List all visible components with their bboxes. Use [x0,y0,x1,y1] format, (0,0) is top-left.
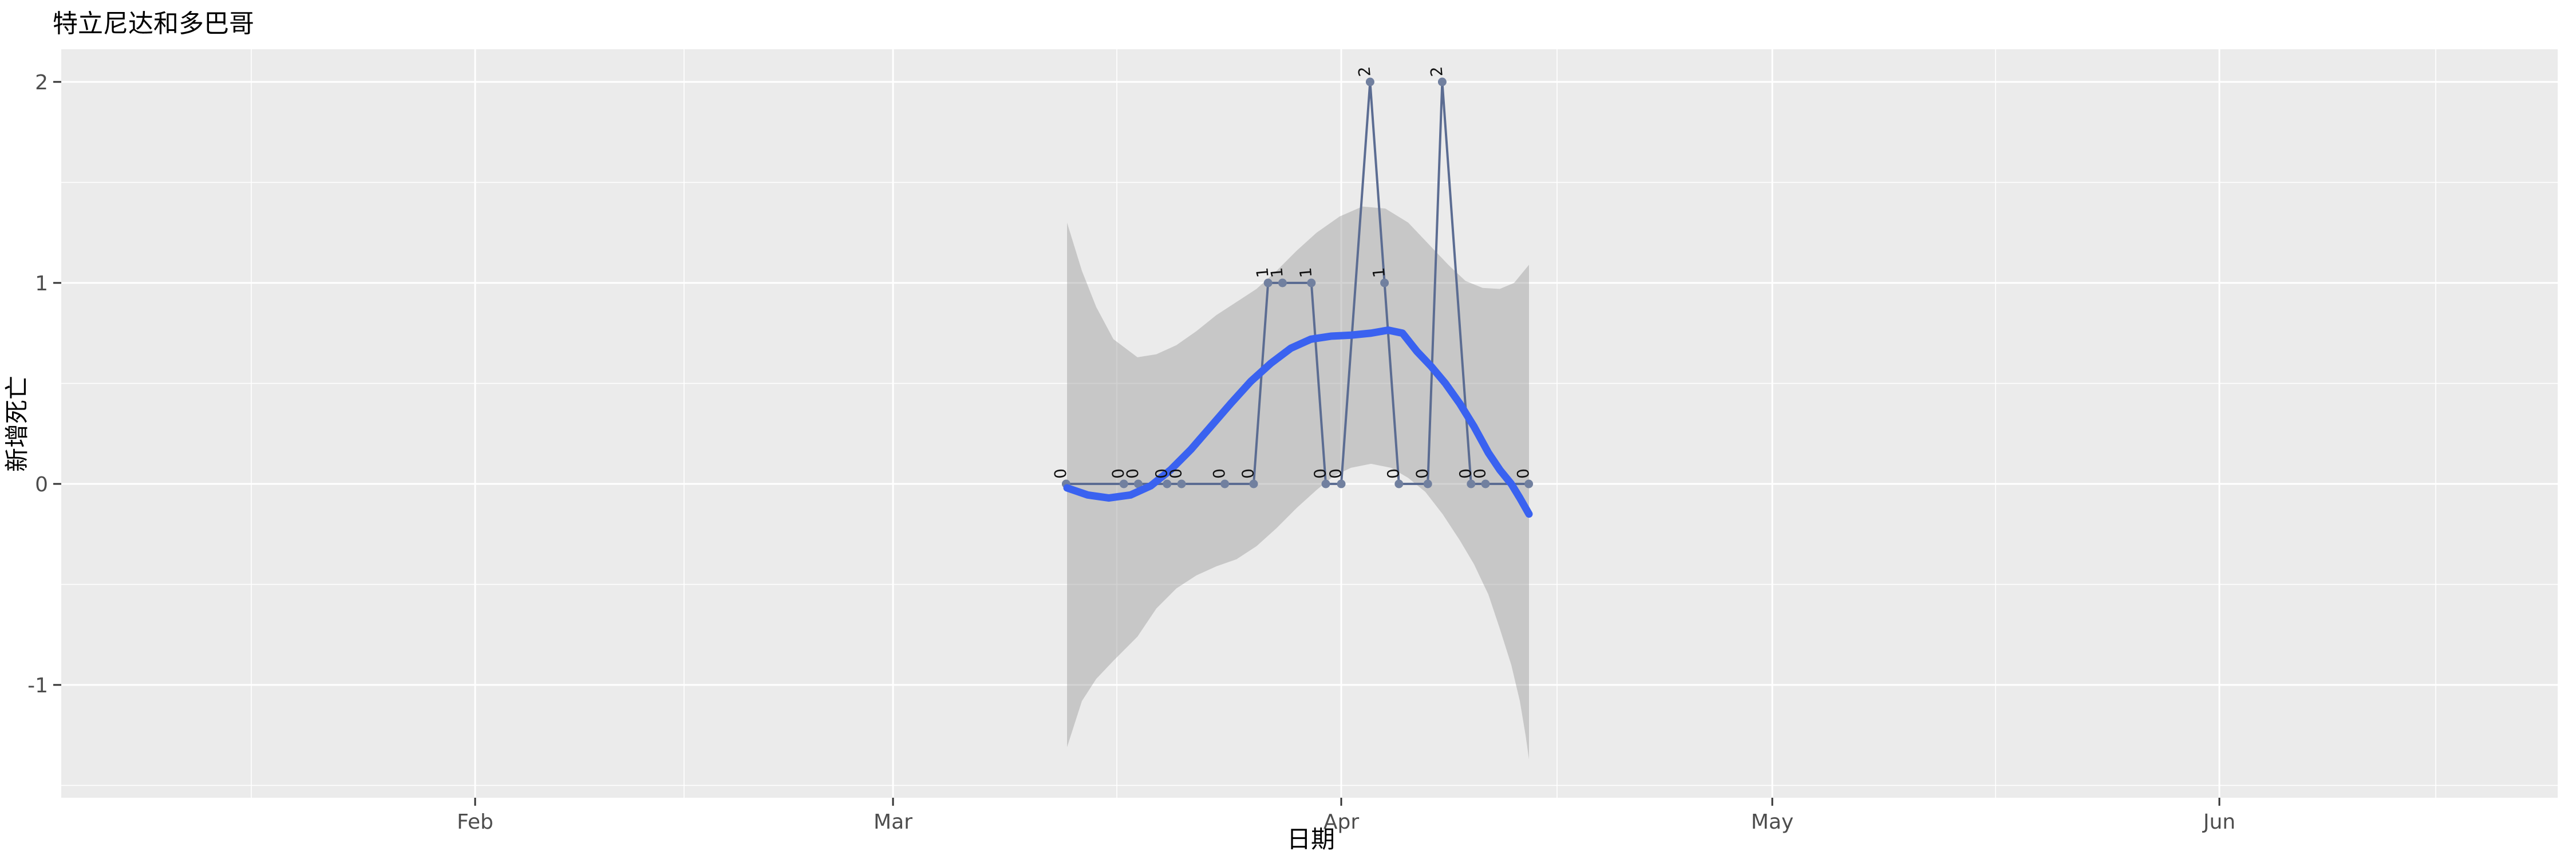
data-point [1481,479,1490,488]
data-point [1220,479,1230,488]
x-tick-label: Feb [457,810,493,834]
data-point [1337,479,1346,488]
data-point [1380,278,1389,287]
point-value-label: 1 [1369,267,1389,279]
data-point [1524,479,1534,488]
x-tick-label: Apr [1323,810,1359,834]
point-value-label: 0 [1514,468,1533,480]
point-value-label: 2 [1427,66,1446,78]
data-point [1321,479,1330,488]
point-value-label: 0 [1210,468,1229,480]
x-tick-label: Jun [2202,810,2235,834]
point-value-label: 0 [1456,468,1475,480]
point-value-label: 2 [1354,66,1374,78]
y-tick-label: 2 [35,71,48,94]
point-value-label: 1 [1253,267,1272,279]
point-value-label: 0 [1050,468,1070,480]
point-value-label: 0 [1152,468,1171,480]
data-point [1423,479,1432,488]
data-point [1365,77,1374,86]
y-tick-label: -1 [27,674,48,698]
point-value-label: 0 [1108,468,1128,480]
data-point [1133,479,1143,488]
point-value-label: 0 [1326,468,1345,480]
point-value-label: 0 [1166,468,1186,480]
data-point [1177,479,1186,488]
y-tick-label: 1 [35,272,48,295]
data-point [1278,278,1287,287]
y-tick-label: 0 [35,473,48,497]
data-point [1119,479,1128,488]
point-value-label: 1 [1267,267,1286,279]
x-tick-label: May [1751,810,1793,834]
smooth-line [1063,326,1533,518]
point-value-label: 0 [1384,468,1403,480]
data-point [1163,479,1172,488]
point-value-label: 0 [1412,468,1432,480]
point-value-label: 1 [1296,267,1315,279]
point-value-label: 0 [1470,468,1490,480]
data-point [1467,479,1476,488]
chart-title: 特立尼达和多巴哥 [53,9,254,38]
x-axis-title: 日期 [1287,825,1335,853]
data-point [1263,278,1273,287]
data-point [1307,278,1316,287]
point-value-label: 0 [1310,468,1330,480]
data-point [1249,479,1258,488]
point-value-label: 0 [1123,468,1142,480]
data-point [1437,77,1447,86]
data-point [1394,479,1404,488]
y-axis-title: 新增死亡 [3,376,31,472]
plot-panel [61,49,2558,798]
x-tick-label: Mar [874,810,912,834]
point-value-label: 0 [1238,468,1258,480]
